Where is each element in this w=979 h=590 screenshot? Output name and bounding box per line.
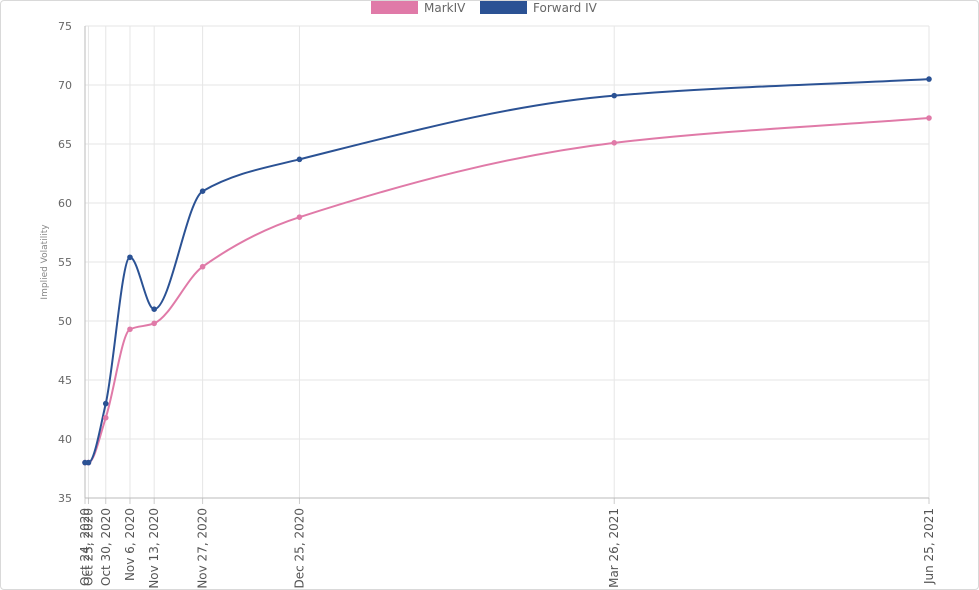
y-tick-label: 65 bbox=[58, 138, 72, 151]
data-point[interactable] bbox=[926, 115, 932, 121]
data-point[interactable] bbox=[199, 188, 206, 194]
data-points bbox=[82, 76, 932, 466]
x-tick-label: Nov 6, 2020 bbox=[123, 508, 137, 581]
x-tick-label: Jun 25, 2021 bbox=[922, 508, 936, 585]
y-tick-label: 70 bbox=[58, 79, 72, 92]
y-tick-label: 75 bbox=[58, 20, 72, 33]
data-point[interactable] bbox=[199, 263, 206, 270]
data-point[interactable] bbox=[127, 326, 133, 333]
data-point[interactable] bbox=[611, 140, 618, 146]
grid-lines bbox=[84, 25, 930, 504]
data-point[interactable] bbox=[296, 156, 303, 163]
axes bbox=[84, 26, 929, 499]
legend[interactable]: MarkIV Forward IV bbox=[371, 1, 598, 15]
x-tick-label: Oct 30, 2020 bbox=[99, 508, 113, 586]
x-tick-label: Nov 27, 2020 bbox=[196, 508, 210, 589]
y-tick-labels: 35 40 45 50 55 60 65 70 75 bbox=[58, 20, 72, 505]
y-tick-label: 45 bbox=[58, 374, 72, 387]
y-tick-label: 60 bbox=[58, 197, 72, 210]
data-point[interactable] bbox=[102, 414, 109, 421]
series-lines bbox=[85, 78, 930, 464]
y-tick-label: 50 bbox=[58, 315, 72, 328]
data-point[interactable] bbox=[611, 92, 618, 99]
legend-label[interactable]: Forward IV bbox=[533, 1, 598, 15]
x-tick-label: Dec 25, 2020 bbox=[292, 508, 306, 588]
legend-swatch[interactable] bbox=[371, 1, 418, 14]
y-tick-label: 40 bbox=[58, 433, 72, 446]
legend-swatch[interactable] bbox=[480, 1, 527, 14]
x-tick-label: Oct 25, 2020 bbox=[81, 508, 95, 586]
data-point[interactable] bbox=[926, 76, 932, 82]
data-point[interactable] bbox=[296, 214, 303, 220]
data-point[interactable] bbox=[151, 306, 157, 313]
x-tick-label: Mar 26, 2021 bbox=[607, 508, 621, 588]
legend-label[interactable]: MarkIV bbox=[424, 1, 466, 15]
x-tick-label: Oct 24, 2020 bbox=[78, 508, 92, 586]
series-line-forward-iv bbox=[85, 78, 930, 464]
data-point[interactable] bbox=[102, 400, 109, 407]
data-point[interactable] bbox=[151, 320, 157, 327]
x-tick-label: Nov 13, 2020 bbox=[147, 508, 161, 589]
y-axis-label: Implied Volatility bbox=[40, 224, 50, 300]
y-tick-label: 55 bbox=[58, 256, 72, 269]
series-line-markiv bbox=[85, 117, 930, 464]
data-point[interactable] bbox=[127, 254, 133, 261]
data-point[interactable] bbox=[85, 459, 92, 466]
y-tick-label: 35 bbox=[58, 492, 72, 505]
